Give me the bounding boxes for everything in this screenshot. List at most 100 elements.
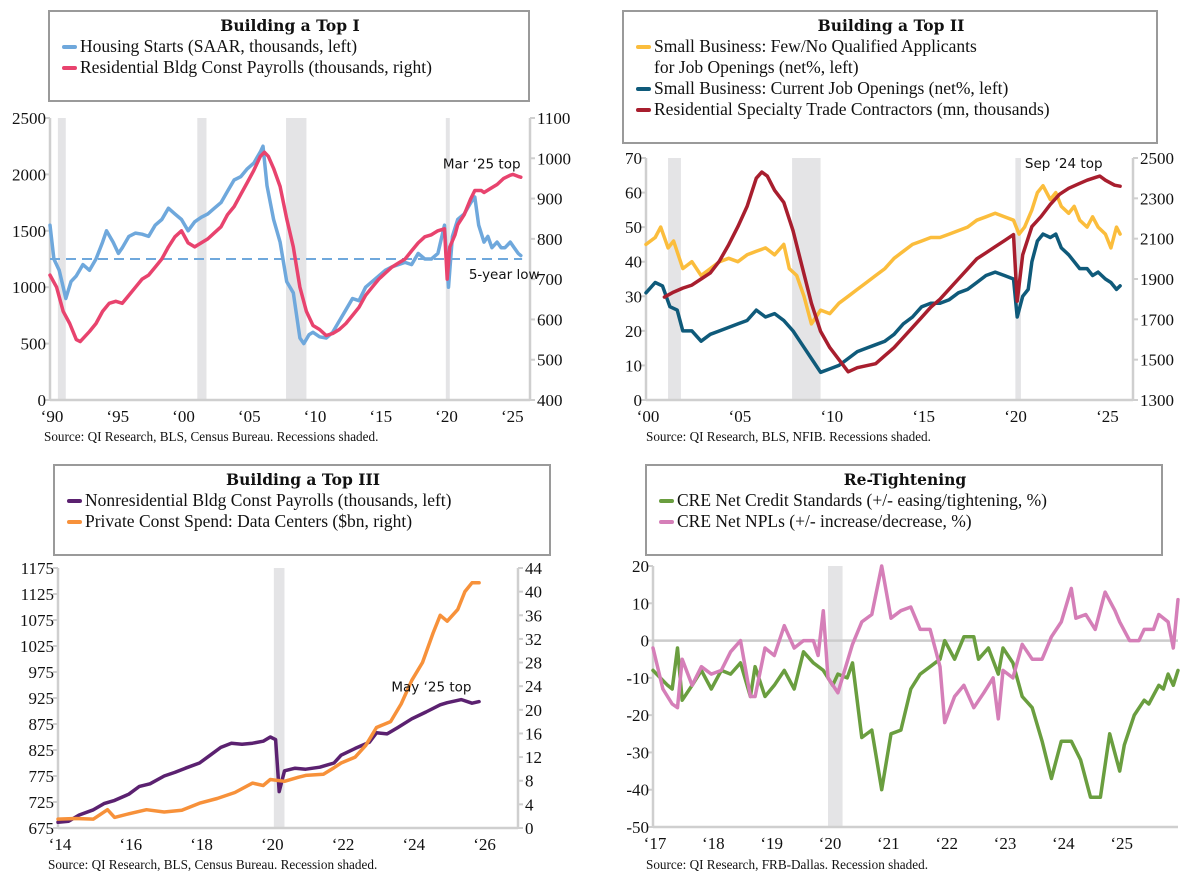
y-tick-label-left: 825 (29, 741, 55, 760)
y-tick-label-right: 2500 (1140, 149, 1174, 168)
chart-3-title: Building a Top III (226, 470, 380, 489)
y-tick-label-left: 675 (29, 819, 55, 838)
legend-label: Residential Bldg Const Payrolls (thousan… (80, 57, 432, 77)
y-tick-label-left: 10 (632, 594, 649, 613)
x-tick-label: ‘24 (403, 835, 426, 854)
x-tick-label: ‘19 (760, 834, 783, 853)
x-tick-label: ‘15 (369, 407, 392, 426)
legend-swatch (659, 499, 674, 503)
y-tick-label-right: 0 (525, 819, 534, 838)
series-line-0 (56, 697, 481, 825)
y-tick-label-right: 12 (525, 748, 542, 767)
legend-swatch (636, 45, 651, 49)
chart-1-title: Building a Top I (220, 16, 360, 35)
x-tick-label: ‘21 (877, 834, 900, 853)
y-tick-label-right: 1700 (1140, 310, 1174, 329)
legend-label: CRE Net Credit Standards (+/- easing/tig… (677, 490, 1048, 510)
y-tick-label-left: -30 (626, 743, 649, 762)
y-tick-label-left: 775 (29, 767, 55, 786)
y-tick-label-left: -40 (626, 781, 649, 800)
legend-item-cre-npls: CRE Net NPLs (+/- increase/decrease, %) (659, 511, 1151, 532)
chart-3-legend: Building a Top III Nonresidential Bldg C… (53, 464, 551, 556)
y-tick-label-left: 50 (625, 218, 642, 237)
series-line-0 (48, 144, 523, 346)
y-tick-label-right: 8 (525, 772, 534, 791)
x-tick-label: ‘22 (935, 834, 958, 853)
y-tick-label-right: 700 (537, 270, 563, 289)
y-tick-label-right: 24 (525, 677, 543, 696)
x-tick-label: ‘16 (119, 835, 142, 854)
legend-item-data-centers: Private Const Spend: Data Centers ($bn, … (67, 511, 539, 532)
annotation-label: Mar ‘25 top (443, 156, 521, 172)
chart-4-source: Source: QI Research, FRB-Dallas. Recessi… (646, 857, 928, 872)
legend-item-cre-credit-standards: CRE Net Credit Standards (+/- easing/tig… (659, 490, 1151, 511)
y-tick-label-right: 900 (537, 190, 563, 209)
y-tick-label-right: 500 (537, 351, 563, 370)
y-tick-label-right: 1300 (1140, 391, 1174, 410)
series-line-1 (644, 232, 1122, 375)
y-tick-label-left: 1025 (20, 637, 54, 656)
y-tick-label-right: 2300 (1140, 189, 1174, 208)
x-tick-label: ‘10 (304, 407, 327, 426)
chart-re-tightening: -50 -40 -30 -20 -10 0 10 20 ‘17 ‘18 ‘19 ‘20 ‘21 ‘22 ‘2… (600, 450, 1200, 887)
y-tick-label-left: 30 (625, 287, 642, 306)
x-tick-label: ‘15 (912, 407, 935, 426)
y-tick-label-left: 1075 (20, 611, 54, 630)
x-tick-label: ‘10 (820, 407, 843, 426)
x-tick-label: ‘20 (819, 834, 842, 853)
annotation-label: Sep ‘24 top (1025, 156, 1103, 172)
chart-2-source: Source: QI Research, BLS, NFIB. Recessio… (646, 429, 931, 444)
x-tick-label: ‘14 (49, 835, 72, 854)
legend-label: Private Const Spend: Data Centers ($bn, … (85, 511, 413, 531)
recession-shade (57, 118, 66, 400)
x-tick-label: ‘25 (501, 407, 524, 426)
y-tick-label-right: 32 (525, 630, 542, 649)
y-tick-label-right: 1100 (537, 109, 570, 128)
y-tick-label-right: 4 (525, 795, 534, 814)
legend-item-few-qualified-applicants: Small Business: Few/No Qualified Applica… (636, 36, 1146, 78)
y-tick-label-right: 600 (537, 310, 563, 329)
y-tick-label-right: 36 (525, 606, 542, 625)
y-tick-label-left: 20 (625, 322, 642, 341)
annotation-label: 5-year low (469, 267, 540, 283)
chart-2-legend: Building a Top II Small Business: Few/No… (622, 10, 1158, 144)
recession-shade (828, 566, 843, 827)
legend-swatch (636, 108, 651, 112)
legend-item-nonresidential-payrolls: Nonresidential Bldg Const Payrolls (thou… (67, 490, 539, 511)
y-tick-label-right: 40 (525, 583, 542, 602)
x-tick-label: ‘95 (106, 407, 129, 426)
legend-swatch (62, 66, 77, 70)
chart-4-title: Re-Tightening (843, 470, 967, 489)
x-tick-label: ‘18 (190, 835, 213, 854)
y-tick-label-right: 2100 (1140, 230, 1174, 249)
y-tick-label-left: 0 (634, 391, 643, 410)
y-tick-label-left: 0 (641, 632, 650, 651)
series-line-0 (651, 635, 1180, 799)
legend-item-housing-starts: Housing Starts (SAAR, thousands, left) (62, 36, 518, 57)
chart-2-title: Building a Top II (817, 16, 965, 35)
y-tick-label-left: 20 (632, 557, 649, 576)
chart-building-a-top-2: 0 10 20 30 40 50 60 70 1300 1500 1700 1900 2100 2300 2… (600, 0, 1200, 450)
legend-swatch (659, 520, 674, 524)
y-tick-label-left: 725 (29, 793, 55, 812)
annotation-label: May ‘25 top (391, 680, 471, 696)
y-tick-label-left: 500 (21, 335, 47, 354)
x-tick-label: ‘05 (729, 407, 752, 426)
legend-swatch (636, 87, 651, 91)
y-tick-label-right: 400 (537, 391, 563, 410)
y-tick-label-right: 20 (525, 701, 542, 720)
x-tick-label: ‘18 (702, 834, 725, 853)
x-tick-label: ‘17 (644, 834, 667, 853)
legend-label: Nonresidential Bldg Const Payrolls (thou… (85, 490, 452, 510)
legend-label: Small Business: Current Job Openings (ne… (654, 78, 1009, 98)
x-tick-label: ‘20 (1004, 407, 1027, 426)
y-tick-label-left: 925 (29, 689, 55, 708)
y-tick-label-right: 16 (525, 724, 542, 743)
y-tick-label-left: 40 (625, 253, 642, 272)
x-tick-label: ‘26 (473, 835, 496, 854)
series-line-0 (644, 183, 1122, 326)
x-tick-label: ‘22 (332, 835, 355, 854)
x-tick-label: ‘05 (238, 407, 261, 426)
recession-shade (273, 568, 285, 828)
y-tick-label-left: 10 (625, 356, 642, 375)
